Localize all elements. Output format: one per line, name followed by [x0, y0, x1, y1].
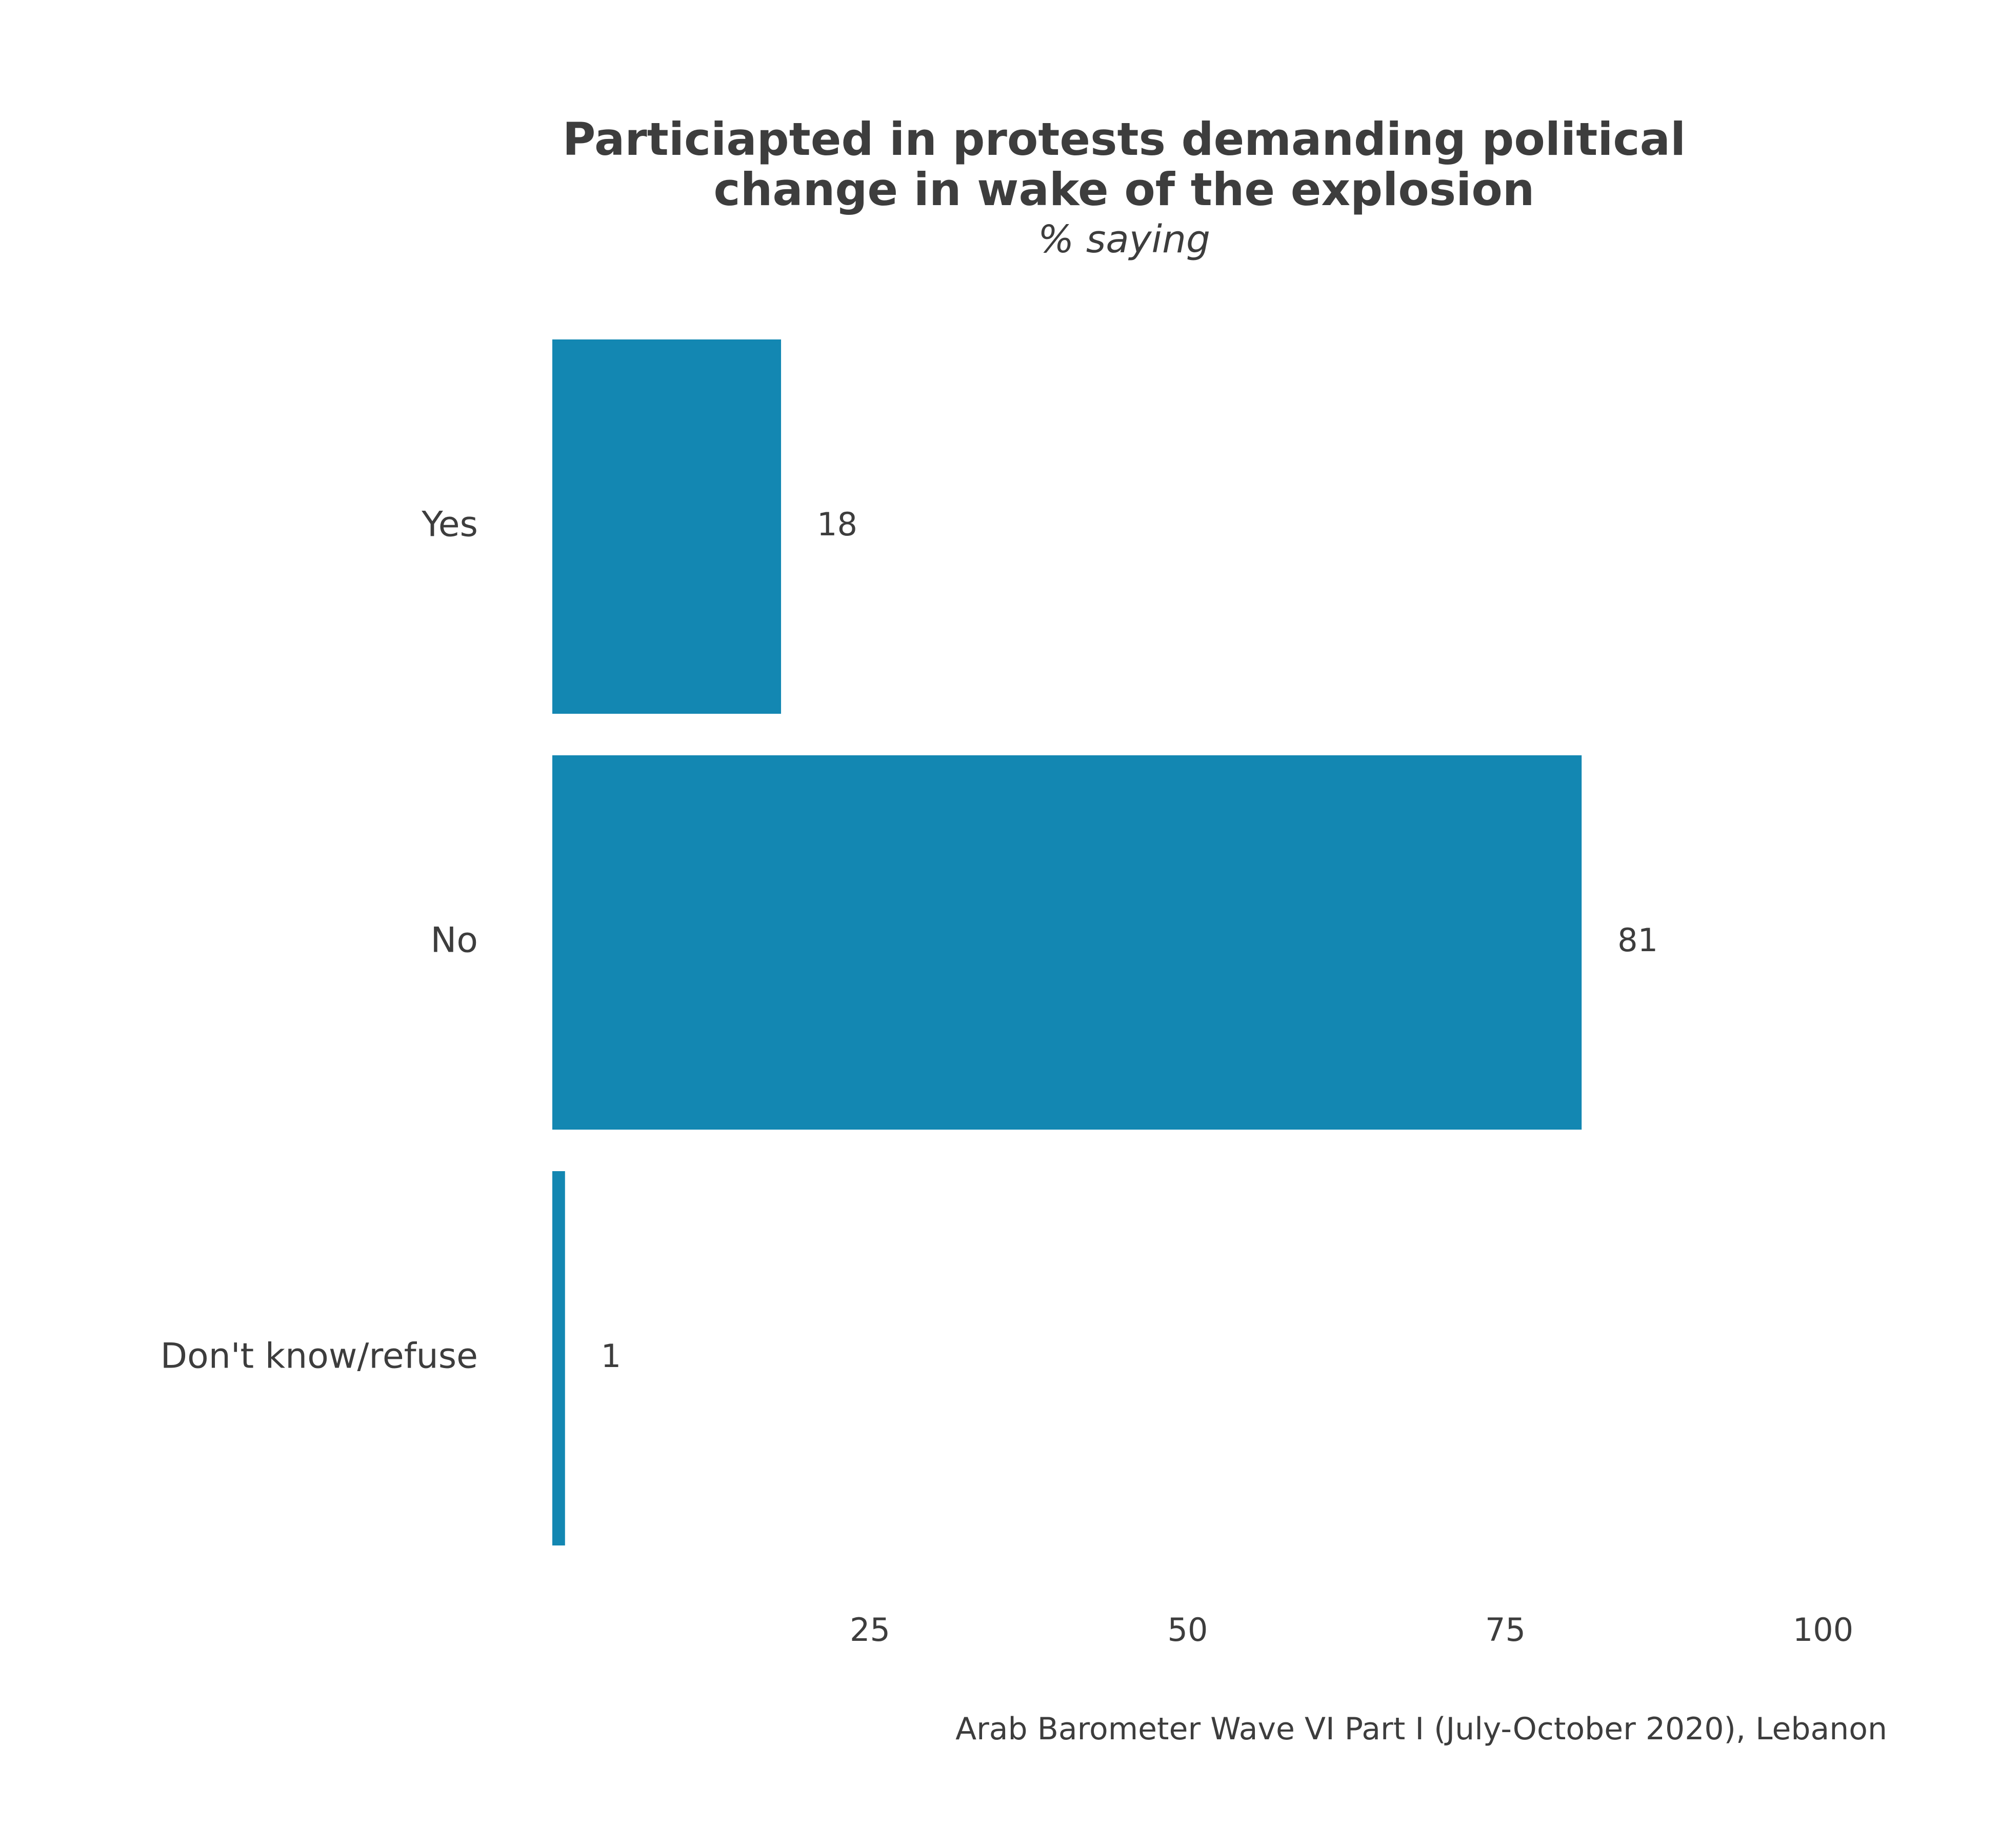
- bar-2: [552, 755, 1582, 1130]
- value-label-3: 1: [601, 1337, 621, 1375]
- category-label-1: Yes: [421, 505, 478, 545]
- x-tick-label-3: 75: [1485, 1611, 1526, 1649]
- x-tick-label-2: 50: [1168, 1611, 1208, 1649]
- x-axis-tick-labels: 25 50 75 100: [850, 1611, 1853, 1649]
- chart-caption: Arab Barometer Wave VI Part I (July-Octo…: [955, 1711, 1887, 1747]
- category-label-3: Don't know/refuse: [161, 1336, 478, 1377]
- value-labels: 18 81 1: [601, 506, 1658, 1375]
- value-label-1: 18: [817, 506, 857, 543]
- x-tick-label-4: 100: [1793, 1611, 1853, 1649]
- value-label-2: 81: [1617, 921, 1658, 959]
- bar-3: [552, 1171, 565, 1545]
- chart-subtitle: % saying: [1038, 217, 1210, 262]
- bar-1: [552, 339, 782, 714]
- chart-title-line-2: change in wake of the explosion: [714, 163, 1535, 216]
- bars-layer: [552, 339, 1582, 1545]
- x-tick-label-1: 25: [850, 1611, 890, 1649]
- category-label-2: No: [431, 920, 478, 961]
- category-labels: Yes No Don't know/refuse: [161, 505, 478, 1377]
- chart-title-line-1: Particiapted in protests demanding polit…: [563, 113, 1686, 166]
